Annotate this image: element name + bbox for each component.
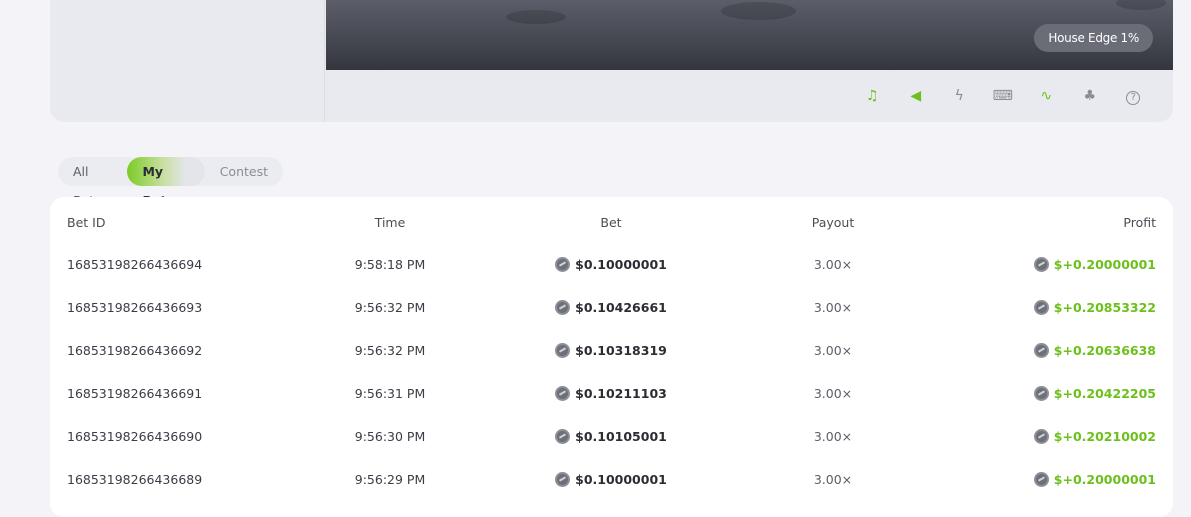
bet-time: 9:58:18 PM xyxy=(354,257,426,272)
bet-payout: 3.00× xyxy=(813,472,853,487)
bets-table: Bet ID Time Bet Payout Profit 1685319826… xyxy=(50,197,1173,517)
header-bet: Bet xyxy=(600,215,622,230)
bet-profit: $+0.20422205 xyxy=(1033,384,1156,404)
bet-time: 9:56:32 PM xyxy=(354,300,426,315)
coin-icon xyxy=(555,300,571,315)
bet-amount-value: $0.10105001 xyxy=(575,429,667,444)
bet-profit: $+0.20210002 xyxy=(1033,427,1156,447)
bet-id[interactable]: 16853198266436694 xyxy=(67,257,203,272)
bet-amount-value: $0.10000001 xyxy=(575,257,667,272)
table-row[interactable]: 16853198266436693 9:56:32 PM $0.10426661… xyxy=(50,298,1173,318)
bet-profit: $+0.20000001 xyxy=(1033,255,1156,275)
bet-profit-value: $+0.20000001 xyxy=(1053,257,1156,272)
bet-amount-value: $0.10426661 xyxy=(575,300,667,315)
bet-profit-value: $+0.20000001 xyxy=(1053,472,1156,487)
bet-amount: $0.10318319 xyxy=(511,341,711,361)
sound-icon[interactable]: ◀ xyxy=(910,88,922,104)
bet-controls-panel xyxy=(50,0,325,122)
tab-all-bets[interactable]: All Bets xyxy=(73,164,101,208)
keyboard-icon[interactable]: ⌨ xyxy=(992,88,1013,104)
music-icon[interactable]: ♫ xyxy=(865,88,879,104)
bet-payout: 3.00× xyxy=(813,300,853,315)
tab-my-bets[interactable]: My Bets xyxy=(127,157,205,208)
bet-amount-value: $0.10318319 xyxy=(575,343,667,358)
table-row[interactable]: 16853198266436690 9:56:30 PM $0.10105001… xyxy=(50,427,1173,447)
path-icon[interactable]: ∿ xyxy=(1040,88,1053,104)
bet-amount: $0.10000001 xyxy=(511,470,711,490)
bet-profit: $+0.20853322 xyxy=(1033,298,1156,318)
bet-profit: $+0.20636638 xyxy=(1033,341,1156,361)
header-bet-id: Bet ID xyxy=(67,215,106,230)
crater xyxy=(1116,0,1166,10)
crater xyxy=(506,10,566,24)
bet-id[interactable]: 16853198266436692 xyxy=(67,343,203,358)
bet-amount: $0.10105001 xyxy=(511,427,711,447)
bet-id[interactable]: 16853198266436693 xyxy=(67,300,203,315)
table-row[interactable]: 16853198266436692 9:56:32 PM $0.10318319… xyxy=(50,341,1173,361)
bet-profit-value: $+0.20636638 xyxy=(1053,343,1156,358)
coin-icon xyxy=(555,386,571,401)
coin-icon xyxy=(1033,386,1049,401)
coin-icon xyxy=(1033,429,1049,444)
table-row[interactable]: 16853198266436694 9:58:18 PM $0.10000001… xyxy=(50,255,1173,275)
bet-amount: $0.10000001 xyxy=(511,255,711,275)
header-time: Time xyxy=(374,215,406,230)
house-edge-badge: House Edge 1% xyxy=(1034,24,1153,52)
bet-payout: 3.00× xyxy=(813,343,853,358)
tab-contest[interactable]: Contest xyxy=(219,164,268,179)
bet-amount-value: $0.10000001 xyxy=(575,472,667,487)
table-header: Bet ID Time Bet Payout Profit xyxy=(50,213,1173,233)
acorn-icon[interactable]: ♣ xyxy=(1083,88,1097,104)
coin-icon xyxy=(1033,343,1049,358)
coin-icon xyxy=(555,472,571,487)
game-canvas[interactable]: House Edge 1% xyxy=(326,0,1173,70)
bet-time: 9:56:31 PM xyxy=(354,386,426,401)
bet-time: 9:56:32 PM xyxy=(354,343,426,358)
bets-tabs: All Bets My Bets Contest xyxy=(58,157,283,208)
coin-icon xyxy=(1033,257,1049,272)
table-row[interactable]: 16853198266436691 9:56:31 PM $0.10211103… xyxy=(50,384,1173,404)
coin-icon xyxy=(555,429,571,444)
crater xyxy=(721,2,796,20)
game-panel: House Edge 1% ♫ ◀ ϟ ⌨ ∿ ♣? xyxy=(50,0,1173,122)
game-toolbar: ♫ ◀ ϟ ⌨ ∿ ♣? xyxy=(326,70,1173,122)
bet-profit-value: $+0.20853322 xyxy=(1053,300,1156,315)
coin-icon xyxy=(555,343,571,358)
coin-icon xyxy=(555,257,571,272)
bet-amount: $0.10211103 xyxy=(511,384,711,404)
bet-time: 9:56:30 PM xyxy=(354,429,426,444)
header-payout: Payout xyxy=(811,215,855,230)
bet-payout: 3.00× xyxy=(813,429,853,444)
bet-profit-value: $+0.20422205 xyxy=(1053,386,1156,401)
coin-icon xyxy=(1033,300,1049,315)
bet-profit-value: $+0.20210002 xyxy=(1053,429,1156,444)
bet-amount: $0.10426661 xyxy=(511,298,711,318)
lightning-icon[interactable]: ϟ xyxy=(954,88,964,104)
bet-id[interactable]: 16853198266436690 xyxy=(67,429,203,444)
header-profit: Profit xyxy=(1123,215,1156,230)
bet-profit: $+0.20000001 xyxy=(1033,470,1156,490)
table-row[interactable]: 16853198266436689 9:56:29 PM $0.10000001… xyxy=(50,470,1173,490)
bet-payout: 3.00× xyxy=(813,386,853,401)
help-icon[interactable]: ? xyxy=(1112,88,1156,105)
coin-icon xyxy=(1033,472,1049,487)
bet-payout: 3.00× xyxy=(813,257,853,272)
bet-time: 9:56:29 PM xyxy=(354,472,426,487)
bet-id[interactable]: 16853198266436691 xyxy=(67,386,203,401)
bet-amount-value: $0.10211103 xyxy=(575,386,667,401)
bet-id[interactable]: 16853198266436689 xyxy=(67,472,203,487)
